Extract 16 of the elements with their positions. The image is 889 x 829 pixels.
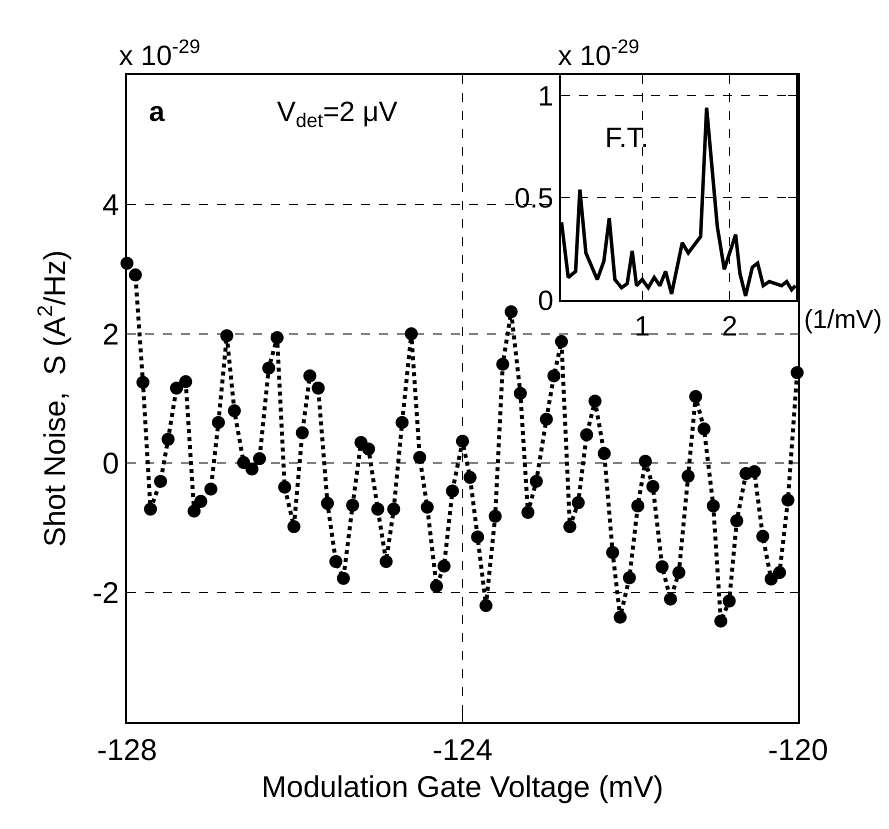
y-tick-label: 4: [102, 188, 119, 222]
text: x 10$^{-29}$: [558, 36, 640, 71]
x-axis-title: Modulation Gate Voltage (mV): [262, 771, 664, 804]
annotation: F.T.: [605, 122, 649, 153]
x-axis-title: (1/mV): [804, 304, 882, 334]
y-tick-label: 0: [102, 448, 119, 481]
y-tick-label: 1: [538, 80, 554, 112]
x-tick-label: -120: [768, 734, 828, 767]
x-tick-label: -128: [96, 734, 158, 767]
y-tick-label: -2: [92, 577, 119, 610]
y-tick-label: 0: [538, 284, 554, 316]
text: x 10$^{-29}$: [119, 36, 200, 71]
annotation: a: [149, 96, 165, 127]
annotation: V$_{det}$=2 μV: [277, 96, 398, 132]
x-tick-label: -124: [432, 734, 493, 767]
y-tick-label: 0.5: [514, 182, 554, 214]
